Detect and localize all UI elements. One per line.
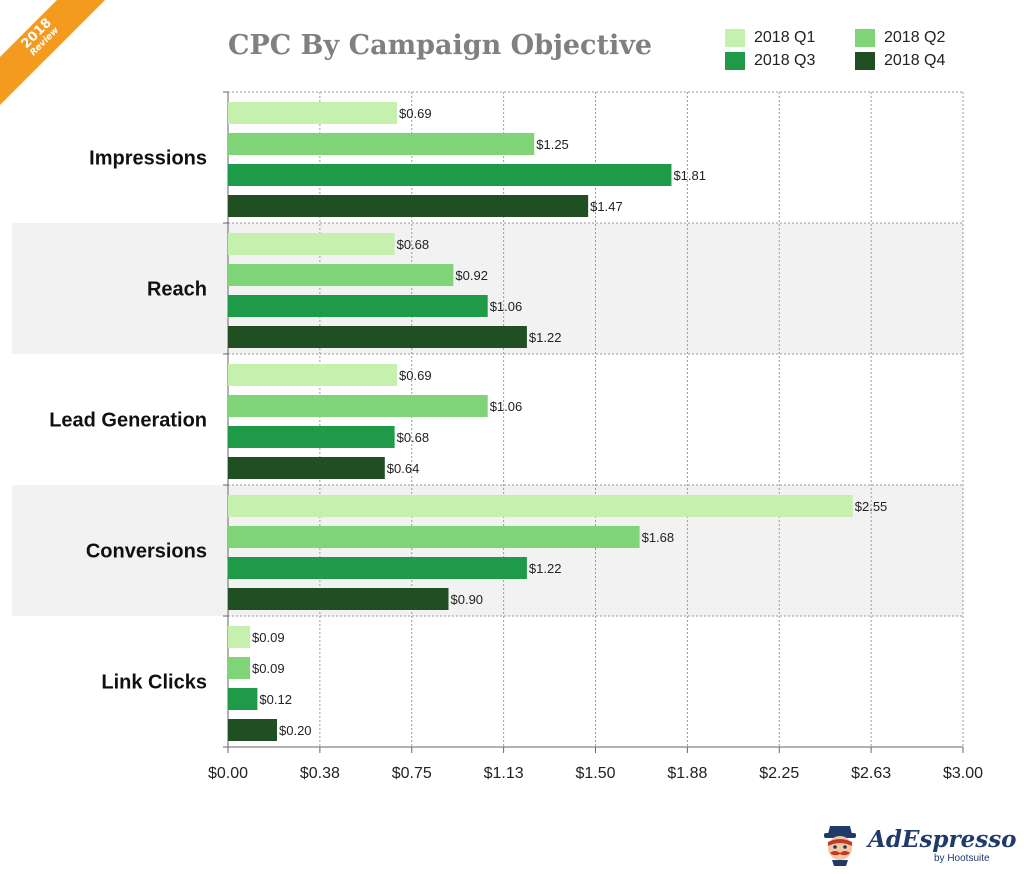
x-tick-label: $0.38 [300,765,340,782]
legend-swatch-q4 [855,52,875,70]
bar-value-label: $0.09 [252,630,285,645]
category-label: Reach [147,279,207,301]
bar [228,395,488,417]
bar-value-label: $1.68 [642,530,675,545]
x-tick-label: $0.75 [392,765,432,782]
bar [228,102,398,124]
category-label: Impressions [89,148,207,170]
bar [228,195,589,217]
bar-value-label: $1.47 [590,199,623,214]
bar [228,526,640,548]
bar [228,295,488,317]
x-tick-label: $3.00 [943,765,983,782]
x-tick-label: $0.00 [208,765,248,782]
bar-value-label: $1.06 [490,299,523,314]
bar-value-label: $2.55 [855,499,888,514]
legend-label-q1: 2018 Q1 [754,29,816,46]
category-label: Conversions [86,541,207,563]
x-tick-label: $2.63 [851,765,891,782]
chart-title: CPC By Campaign Objective [228,30,653,61]
bar-value-label: $0.64 [387,461,420,476]
bar [228,233,395,255]
logo-byline: by Hootsuite [934,853,990,864]
legend-label-q3: 2018 Q3 [754,52,816,69]
bar [228,326,527,348]
bar [228,495,853,517]
bar [228,264,454,286]
x-tick-label: $1.50 [575,765,615,782]
legend-swatch-q1 [725,29,745,47]
legend-label-q4: 2018 Q4 [884,52,946,69]
bar-value-label: $1.25 [536,137,569,152]
x-tick-label: $1.88 [667,765,707,782]
legend-item-q2: 2018 Q2 [855,27,945,49]
bar-value-label: $0.68 [397,430,430,445]
legend-item-q4: 2018 Q4 [855,50,945,72]
bar-value-label: $1.22 [529,561,562,576]
bar [228,657,251,679]
bar [228,626,251,648]
bar-value-label: $0.90 [451,592,484,607]
bar [228,588,449,610]
bar-value-label: $1.81 [673,168,706,183]
bar [228,426,395,448]
bar-value-label: $1.22 [529,330,562,345]
bar [228,364,398,386]
legend-swatch-q2 [855,29,875,47]
legend-item-q3: 2018 Q3 [725,50,815,72]
bar [228,557,527,579]
legend-label-q2: 2018 Q2 [884,29,946,46]
bar-value-label: $0.92 [455,268,488,283]
bar [228,457,385,479]
bar [228,719,277,741]
bar-value-label: $0.09 [252,661,285,676]
x-tick-label: $1.13 [484,765,524,782]
bar-value-label: $0.69 [399,368,432,383]
bar [228,133,535,155]
bar-value-label: $0.68 [397,237,430,252]
legend-item-q1: 2018 Q1 [725,27,815,49]
bar-value-label: $1.06 [490,399,523,414]
mascot-icon [824,826,856,866]
bar-value-label: $0.69 [399,106,432,121]
bar [228,164,672,186]
x-tick-label: $2.25 [759,765,799,782]
adespresso-logo: AdEspresso by Hootsuite [818,822,1018,866]
bar [228,688,258,710]
logo-wordmark: AdEspresso [868,826,1017,853]
bar-value-label: $0.12 [259,692,292,707]
bar-value-label: $0.20 [279,723,312,738]
legend-swatch-q3 [725,52,745,70]
category-label: Lead Generation [49,410,207,432]
category-label: Link Clicks [101,672,207,694]
